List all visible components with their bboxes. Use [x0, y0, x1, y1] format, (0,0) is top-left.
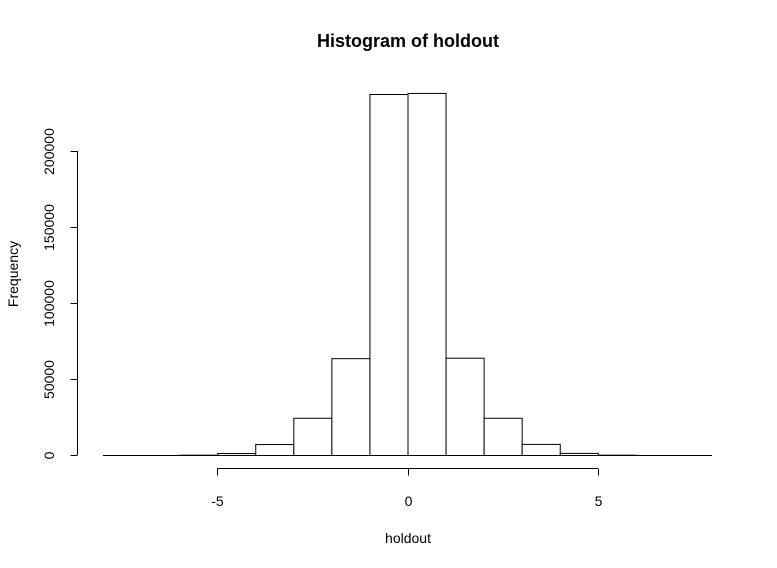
bars-group	[103, 92, 712, 457]
y-tick-label: 100000	[41, 280, 57, 327]
y-tick-label: 0	[41, 451, 57, 459]
x-tick-label: 5	[595, 493, 603, 509]
x-axis-label: holdout	[385, 530, 431, 546]
y-tick-label: 200000	[41, 128, 57, 175]
histogram-bar	[407, 92, 447, 456]
chart-title: Histogram of holdout	[317, 31, 499, 51]
histogram-bar	[293, 417, 333, 457]
histogram-bar	[255, 444, 295, 456]
histogram-bar	[521, 443, 561, 456]
histogram-bar	[445, 357, 485, 456]
histogram-bar	[331, 358, 371, 456]
histogram-bar	[369, 94, 409, 456]
histogram-bar	[483, 417, 523, 457]
y-axis-label: Frequency	[5, 241, 21, 307]
y-axis: 0 50000 100000 150000 200000	[41, 128, 78, 459]
x-axis: -5 0 5	[211, 468, 603, 509]
y-tick-label: 50000	[41, 360, 57, 399]
x-tick-label: 0	[405, 493, 413, 509]
x-tick-label: -5	[211, 493, 224, 509]
y-tick-label: 150000	[41, 204, 57, 251]
